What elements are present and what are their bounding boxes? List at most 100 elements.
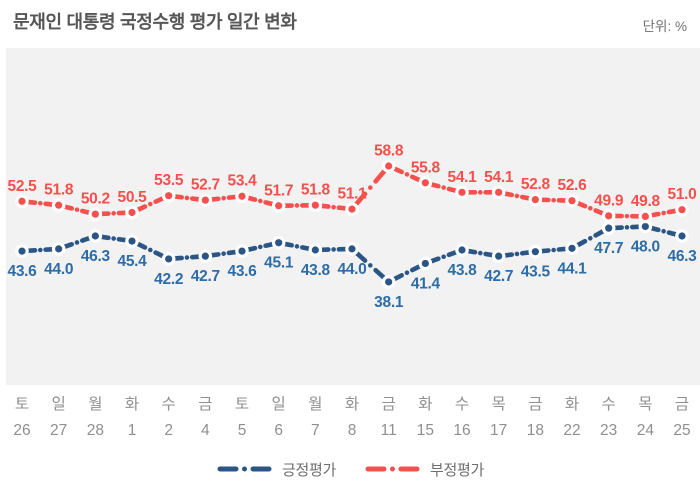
data-point xyxy=(311,246,319,254)
data-point xyxy=(275,239,283,247)
x-tick-day: 27 xyxy=(50,422,67,439)
data-point-label: 52.5 xyxy=(8,178,38,195)
x-tick-dow: 화 xyxy=(345,395,359,413)
data-point xyxy=(531,248,539,256)
legend-item-positive: 긍정평가 xyxy=(216,459,336,480)
legend-label-negative: 부정평가 xyxy=(430,461,485,479)
data-point xyxy=(568,244,576,252)
data-point xyxy=(311,201,319,209)
data-point-label: 51.7 xyxy=(264,182,293,199)
data-point xyxy=(458,246,466,254)
x-tick-day: 5 xyxy=(238,422,247,439)
data-point xyxy=(91,210,99,218)
data-point xyxy=(531,196,539,204)
data-point xyxy=(495,188,503,196)
x-tick-dow: 일 xyxy=(272,395,286,413)
data-point-label: 45.4 xyxy=(118,253,148,270)
x-tick-dow: 금 xyxy=(675,396,689,413)
data-point xyxy=(201,196,209,204)
x-tick-day: 23 xyxy=(600,422,617,439)
line-segment xyxy=(349,163,391,212)
x-tick-dow: 금 xyxy=(198,396,212,413)
plot-area xyxy=(6,48,700,385)
data-point-label: 41.4 xyxy=(411,275,441,292)
data-point xyxy=(165,255,173,263)
x-tick-dow: 금 xyxy=(382,396,396,413)
data-point xyxy=(238,192,246,200)
data-point xyxy=(128,208,136,217)
data-point-label: 46.3 xyxy=(81,248,111,265)
data-point-label: 43.6 xyxy=(8,263,38,280)
legend-item-negative: 부정평가 xyxy=(364,459,484,480)
legend-label-positive: 긍정평가 xyxy=(281,461,336,479)
data-point-label: 52.7 xyxy=(191,177,220,194)
data-point xyxy=(421,179,429,187)
x-tick-dow: 토 xyxy=(15,396,29,413)
data-point xyxy=(678,206,686,214)
data-point-label: 51.8 xyxy=(301,182,331,199)
line-segment xyxy=(386,261,428,285)
data-point xyxy=(348,205,356,213)
data-point-label: 53.4 xyxy=(228,173,258,190)
data-point xyxy=(348,245,356,253)
data-point-label: 48.0 xyxy=(631,238,660,255)
x-tick-day: 28 xyxy=(87,422,104,439)
data-point-label: 43.8 xyxy=(448,262,478,279)
x-tick-dow: 목 xyxy=(638,396,652,413)
x-tick-day: 15 xyxy=(417,422,434,439)
x-tick-day: 18 xyxy=(527,422,544,439)
unit-label: 단위: % xyxy=(642,19,687,34)
x-tick-day: 16 xyxy=(453,422,470,439)
line-segment xyxy=(129,238,171,262)
data-point xyxy=(385,278,393,286)
data-point xyxy=(275,202,283,210)
data-point xyxy=(568,197,576,205)
data-point-label: 54.1 xyxy=(448,169,478,186)
data-point xyxy=(128,237,136,245)
page-title: 문재인 대통령 국정수행 평가 일간 변화 xyxy=(13,12,297,32)
data-point xyxy=(165,192,173,200)
data-point-label: 50.5 xyxy=(118,189,148,206)
x-tick-dow: 화 xyxy=(125,395,139,413)
data-point-label: 44.0 xyxy=(44,261,73,278)
data-point-label: 51.1 xyxy=(338,186,368,203)
x-tick-dow: 금 xyxy=(528,396,542,413)
data-point-label: 52.6 xyxy=(558,177,588,194)
x-tick-day: 11 xyxy=(381,422,397,439)
data-point xyxy=(385,162,393,170)
x-tick-dow: 화 xyxy=(565,395,579,413)
x-tick-dow: 화 xyxy=(418,395,432,413)
x-tick-day: 17 xyxy=(490,422,507,439)
data-point-label: 54.1 xyxy=(484,169,514,186)
x-tick-day: 7 xyxy=(311,422,320,439)
data-point xyxy=(495,252,503,260)
data-point-label: 50.2 xyxy=(81,191,110,208)
data-point xyxy=(91,232,99,240)
x-tick-dow: 목 xyxy=(492,396,506,413)
data-point-label: 42.7 xyxy=(484,268,513,285)
data-point xyxy=(605,224,613,232)
line-segment xyxy=(349,246,391,285)
data-point-label: 49.9 xyxy=(594,192,624,209)
data-point-label: 44.0 xyxy=(338,261,367,278)
data-point xyxy=(55,245,63,253)
data-point xyxy=(18,247,26,255)
data-point xyxy=(678,232,686,240)
x-tick-dow: 수 xyxy=(162,395,176,413)
data-point-label: 51.8 xyxy=(44,182,74,199)
data-point-label: 38.1 xyxy=(374,294,404,311)
x-tick-day: 24 xyxy=(637,422,655,439)
x-tick-day: 6 xyxy=(274,422,283,439)
x-tick-dow: 월 xyxy=(88,395,102,413)
data-point xyxy=(55,201,63,209)
line-segment xyxy=(569,225,611,251)
data-point-label: 42.2 xyxy=(154,271,183,288)
x-tick-day: 26 xyxy=(13,422,30,439)
data-point xyxy=(201,252,209,260)
legend-swatch-negative-icon xyxy=(365,466,420,472)
data-point xyxy=(641,222,649,231)
data-point-label: 58.8 xyxy=(374,143,404,160)
data-point-label: 43.6 xyxy=(228,263,258,280)
x-tick-day: 22 xyxy=(563,422,580,439)
x-tick-day: 1 xyxy=(128,422,137,439)
